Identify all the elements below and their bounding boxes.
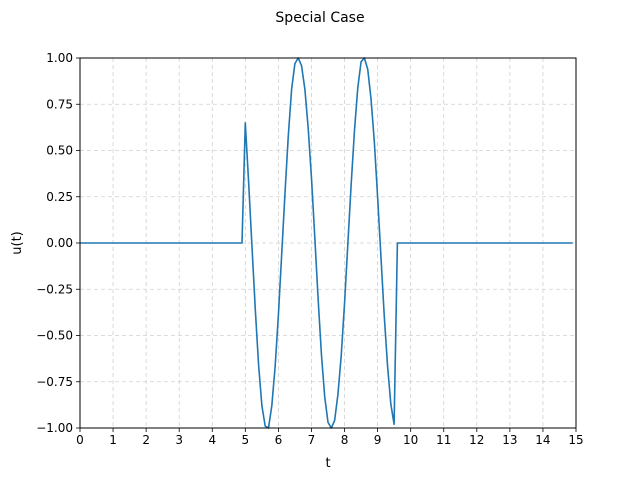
x-tick-label: 0 <box>76 433 84 447</box>
x-tick-label: 5 <box>242 433 250 447</box>
x-tick-label: 6 <box>275 433 283 447</box>
y-tick-label: −1.00 <box>36 421 73 435</box>
y-tick-label: −0.75 <box>36 375 73 389</box>
y-axis-label: u(t) <box>10 231 25 254</box>
x-tick-label: 8 <box>341 433 349 447</box>
y-tick-label: −0.50 <box>36 329 73 343</box>
y-tick-label: 1.00 <box>46 51 73 65</box>
x-axis-label: t <box>325 456 330 471</box>
x-tick-label: 9 <box>374 433 382 447</box>
x-tick-label: 4 <box>208 433 216 447</box>
y-tick-label: −0.25 <box>36 282 73 296</box>
y-tick-label: 0.00 <box>46 236 73 250</box>
y-tick-label: 0.75 <box>46 97 73 111</box>
x-tick-label: 12 <box>469 433 484 447</box>
x-tick-label: 7 <box>308 433 316 447</box>
x-tick-label: 13 <box>502 433 517 447</box>
x-tick-label: 2 <box>142 433 150 447</box>
x-axis-ticks: 0 1 2 3 4 5 6 7 8 9 10 11 12 13 14 15 <box>76 428 584 447</box>
x-tick-label: 3 <box>175 433 183 447</box>
y-axis-ticks: −1.00 −0.75 −0.50 −0.25 0.00 0.25 0.50 0.75 1.00 <box>36 51 80 435</box>
x-tick-label: 1 <box>109 433 117 447</box>
y-tick-label: 0.50 <box>46 144 73 158</box>
x-tick-label: 11 <box>436 433 451 447</box>
y-tick-label: 0.25 <box>46 190 73 204</box>
x-tick-label: 15 <box>568 433 583 447</box>
x-tick-label: 14 <box>535 433 550 447</box>
chart-title: Special Case <box>275 10 364 26</box>
x-tick-label: 10 <box>403 433 418 447</box>
